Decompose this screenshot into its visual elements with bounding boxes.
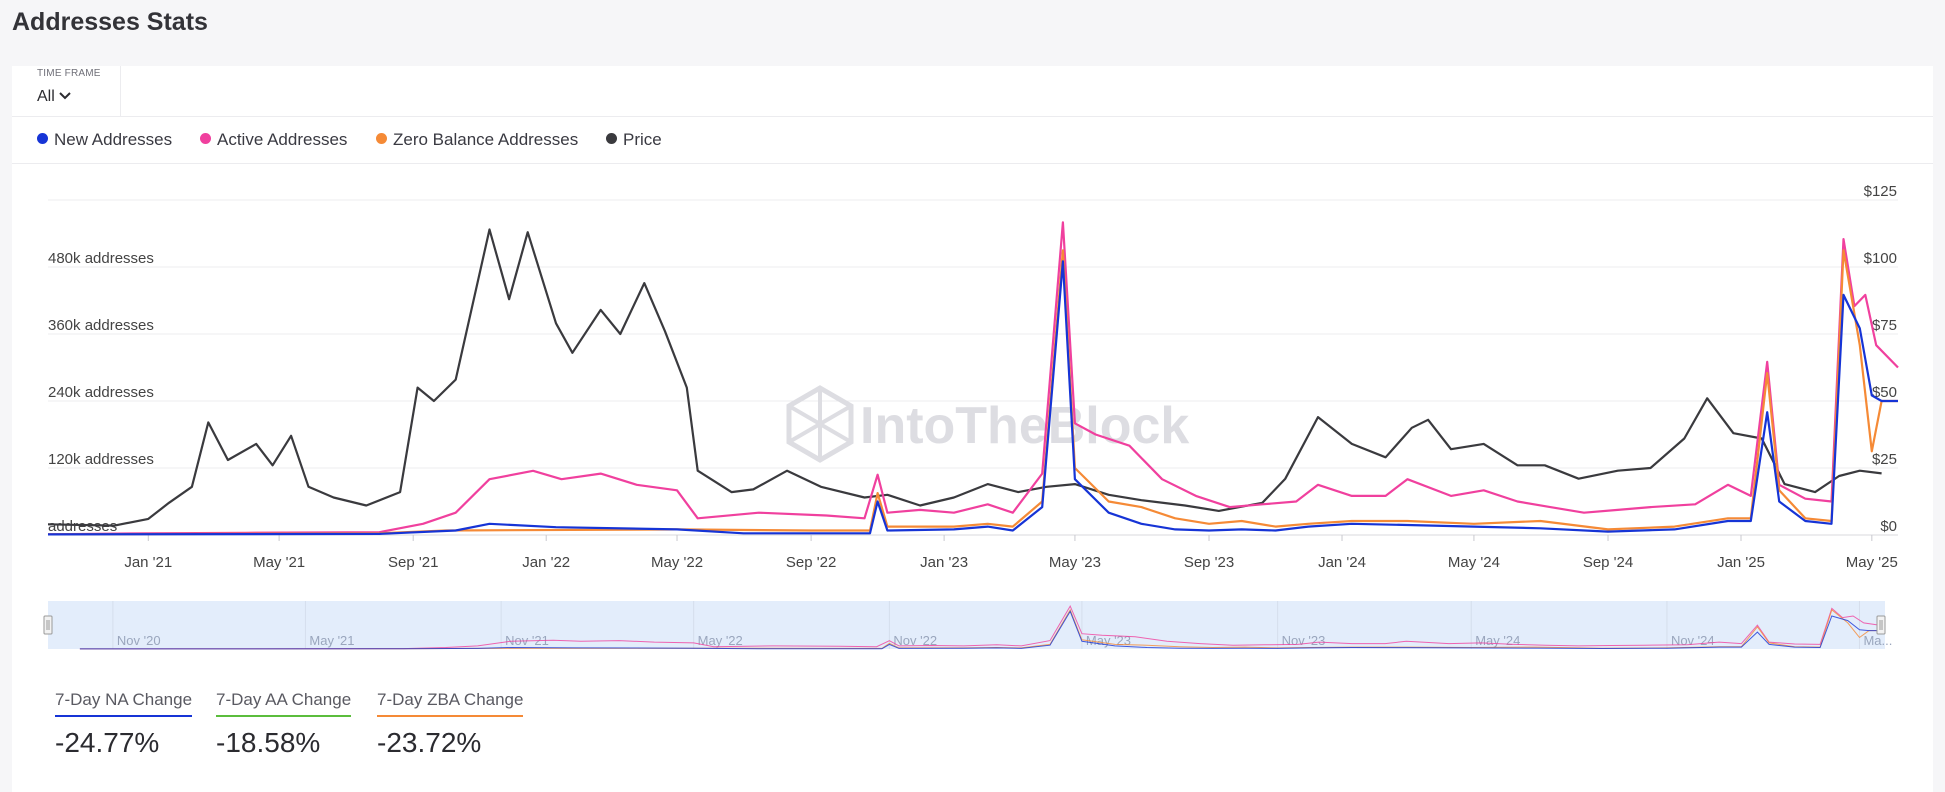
legend-label: Active Addresses xyxy=(217,130,348,149)
legend-label: New Addresses xyxy=(54,130,173,149)
chart-legend: New Addresses Active Addresses Zero Bala… xyxy=(12,117,1933,164)
y-right-tick-label: $0 xyxy=(1880,518,1897,535)
stat-value: -24.77% xyxy=(55,727,160,758)
navigator-line-zero-balance-addresses xyxy=(79,608,1885,650)
y-left-tick-label: 360k addresses xyxy=(48,317,154,334)
timeframe-select[interactable]: All xyxy=(37,88,71,106)
watermark-text: IntoTheBlock xyxy=(860,397,1189,455)
legend-dot-zero-balance-addresses xyxy=(376,133,387,144)
navigator-labels: Nov '20 May '21 Nov '21 May '22 Nov '22 May '… xyxy=(112,601,1892,649)
x-tick-label: Jan '21 xyxy=(124,554,172,571)
navigator-label: Nov '23 xyxy=(1282,633,1326,648)
x-tick-label: May '24 xyxy=(1448,554,1500,571)
legend-item-price[interactable]: Price xyxy=(606,130,662,150)
x-tick-label: Sep '23 xyxy=(1184,554,1234,571)
legend-dot-active-addresses xyxy=(200,133,211,144)
legend-label: Zero Balance Addresses xyxy=(393,130,579,149)
y-left-tick-label: 480k addresses xyxy=(48,250,154,267)
y-left-tick-label: 120k addresses xyxy=(48,451,154,468)
y-right-tick-label: $125 xyxy=(1864,183,1897,200)
legend-item-zero-balance-addresses[interactable]: Zero Balance Addresses xyxy=(376,130,578,150)
navigator-selection[interactable] xyxy=(48,601,1885,649)
series-line-zero-balance-addresses xyxy=(47,249,1898,536)
timeframe-control[interactable]: TIME FRAME All xyxy=(12,66,121,116)
x-tick-label: Jan '24 xyxy=(1318,554,1366,571)
chart-card: TIME FRAME All New Addresses Active Addr… xyxy=(12,66,1933,792)
x-tick-label: Jan '25 xyxy=(1717,554,1765,571)
y-right-tick-label: $50 xyxy=(1872,384,1897,401)
y-axis-right: $0 $25 $50 $75 $100 $125 xyxy=(1864,183,1897,535)
x-tick-label: Jan '22 xyxy=(522,554,570,571)
navigator-series xyxy=(79,604,1886,650)
x-tick-label: Sep '22 xyxy=(786,554,836,571)
navigator-label: Nov '20 xyxy=(117,633,161,648)
x-tick-label: May '23 xyxy=(1049,554,1101,571)
legend-label: Price xyxy=(623,130,662,149)
stat-label: 7-Day AA Change xyxy=(216,690,352,717)
navigator-handle-left[interactable] xyxy=(43,615,53,635)
series-lines xyxy=(47,221,1899,536)
x-axis: Jan '21 May '21 Sep '21 Jan '22 May '22 Sep '… xyxy=(124,535,1898,571)
series-line-price xyxy=(47,228,1882,527)
legend-dot-price xyxy=(606,133,617,144)
y-left-tick-label: 240k addresses xyxy=(48,384,154,401)
chevron-down-icon xyxy=(59,88,71,106)
watermark: IntoTheBlock xyxy=(786,385,1189,463)
watermark-logo-icon xyxy=(786,385,854,463)
navigator-line-active-addresses xyxy=(79,604,1886,650)
stat-aa-change: 7-Day AA Change -18.58% xyxy=(216,690,352,759)
stat-zba-change: 7-Day ZBA Change -23.72% xyxy=(377,690,524,759)
y-axis-left: addresses 120k addresses 240k addresses 360… xyxy=(48,250,154,535)
navigator-handle-right[interactable] xyxy=(1876,615,1886,635)
legend-item-new-addresses[interactable]: New Addresses xyxy=(37,130,172,150)
x-tick-label: May '21 xyxy=(253,554,305,571)
grid-lines xyxy=(48,199,1898,536)
x-tick-label: May '25 xyxy=(1846,554,1898,571)
series-line-active-addresses xyxy=(47,221,1899,536)
x-tick-label: May '22 xyxy=(651,554,703,571)
series-line-new-addresses xyxy=(47,260,1898,536)
y-right-tick-label: $25 xyxy=(1872,451,1897,468)
stat-label: 7-Day NA Change xyxy=(55,690,193,717)
legend-dot-new-addresses xyxy=(37,133,48,144)
navigator-label: May '21 xyxy=(309,633,354,648)
x-tick-label: Jan '23 xyxy=(920,554,968,571)
page-title: Addresses Stats xyxy=(12,8,208,36)
legend-item-active-addresses[interactable]: Active Addresses xyxy=(200,130,347,150)
timeframe-label: TIME FRAME xyxy=(37,68,101,79)
navigator-label: May '22 xyxy=(698,633,743,648)
x-tick-label: Sep '21 xyxy=(388,554,438,571)
navigator-line-new-addresses xyxy=(79,610,1885,650)
stat-value: -18.58% xyxy=(216,727,321,758)
navigator-label: Nov '24 xyxy=(1671,633,1715,648)
stat-na-change: 7-Day NA Change -24.77% xyxy=(55,690,193,759)
x-tick-label: Sep '24 xyxy=(1583,554,1633,571)
y-left-tick-label: addresses xyxy=(48,518,117,535)
timeframe-value: All xyxy=(37,88,55,106)
stat-value: -23.72% xyxy=(377,727,482,758)
stat-label: 7-Day ZBA Change xyxy=(377,690,524,717)
navigator-label: Ma... xyxy=(1863,633,1892,648)
toolbar: TIME FRAME All xyxy=(12,66,1933,117)
navigator-label: Nov '22 xyxy=(893,633,937,648)
y-right-tick-label: $100 xyxy=(1864,250,1897,267)
navigator-label: May '24 xyxy=(1475,633,1520,648)
y-right-tick-label: $75 xyxy=(1872,317,1897,334)
range-navigator[interactable]: Nov '20 May '21 Nov '21 May '22 Nov '22 May '… xyxy=(43,601,1892,650)
